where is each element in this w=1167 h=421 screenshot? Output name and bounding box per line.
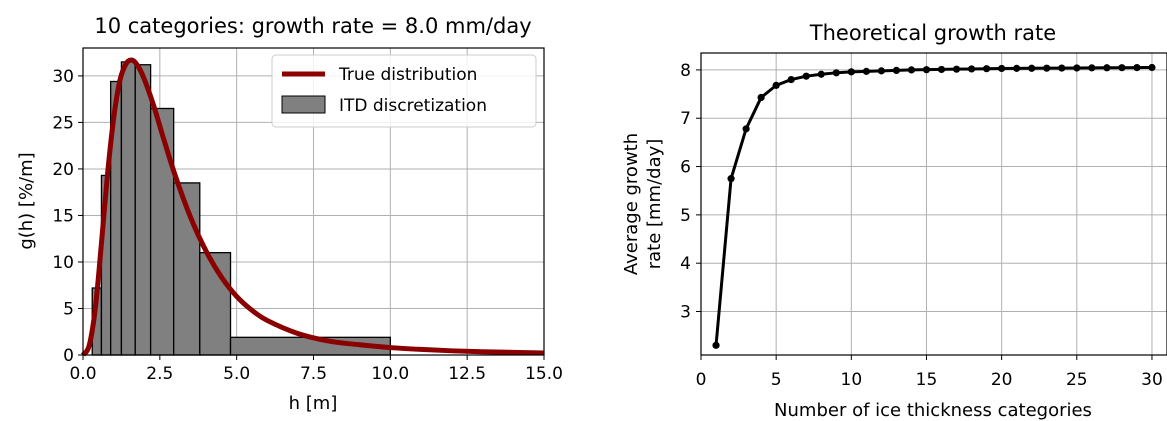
data-point — [983, 65, 991, 73]
data-point — [1088, 64, 1096, 72]
chart-title: 10 categories: growth rate = 8.0 mm/day — [94, 14, 531, 38]
y-tick-label: 6 — [680, 158, 691, 178]
x-tick-label: 20 — [991, 370, 1013, 390]
y-tick-label: 0 — [63, 346, 74, 366]
growth-rate-chart: Theoretical growth rate 0 5 10 15 20 25 30 3 4 5… — [621, 21, 1167, 421]
data-point — [847, 68, 855, 76]
x-tick-label: 2.5 — [146, 364, 173, 384]
x-axis-label: h [m] — [289, 393, 338, 414]
y-axis-label-line-2: rate [mm/day] — [644, 139, 665, 270]
x-tick-label: 10.0 — [371, 364, 409, 384]
x-tick-label: 5.0 — [223, 364, 250, 384]
data-point — [772, 81, 780, 89]
histogram-bar — [120, 61, 136, 356]
y-tick-label: 3 — [680, 303, 691, 323]
grid — [700, 53, 1167, 355]
y-tick-labels: 0 5 10 15 20 25 30 — [52, 67, 83, 366]
x-tick-label: 0 — [696, 370, 707, 390]
data-point — [952, 65, 961, 73]
true-distribution-line — [80, 57, 545, 357]
y-tick-label: 30 — [52, 67, 74, 87]
legend: True distribution ITD discretization — [271, 54, 537, 128]
growth-rate-markers — [712, 63, 1156, 349]
histogram-bar — [134, 64, 152, 356]
x-tick-label: 15.0 — [525, 364, 563, 384]
itd-distribution-chart: 10 categories: growth rate = 8.0 mm/day … — [16, 14, 563, 414]
data-point — [967, 65, 976, 73]
data-point — [892, 66, 901, 74]
x-tick-label: 5 — [771, 370, 782, 390]
data-point — [742, 125, 750, 133]
data-point — [1133, 63, 1141, 72]
data-point — [757, 93, 765, 102]
data-point — [832, 69, 840, 77]
x-tick-label: 25 — [1066, 370, 1088, 390]
legend-swatch-itd — [281, 95, 326, 114]
y-tick-label: 8 — [680, 61, 691, 81]
growth-rate-line — [714, 65, 1152, 346]
data-point — [998, 64, 1006, 73]
y-tick-label: 10 — [52, 253, 74, 273]
data-point — [712, 341, 720, 349]
data-point — [1103, 64, 1111, 72]
data-point — [1118, 64, 1126, 72]
data-point — [1043, 64, 1051, 72]
y-tick-label: 20 — [52, 160, 74, 180]
y-tick-label: 5 — [63, 299, 74, 319]
x-axis-label: Number of ice thickness categories — [774, 400, 1092, 421]
y-tick-label: 4 — [680, 254, 691, 274]
growth-rate-polyline — [714, 65, 1152, 346]
x-tick-label: 12.5 — [448, 364, 486, 384]
data-point — [787, 75, 795, 84]
data-point — [802, 72, 810, 80]
y-tick-label: 7 — [680, 109, 691, 129]
legend-label-true-distribution: True distribution — [338, 65, 477, 85]
legend-box — [271, 54, 537, 128]
data-point — [727, 175, 735, 183]
data-point — [1028, 64, 1036, 72]
data-point — [862, 67, 870, 75]
x-tick-labels: 0 5 10 15 20 25 30 — [696, 355, 1163, 390]
y-tick-label: 15 — [52, 206, 74, 226]
x-tick-label: 0.0 — [69, 364, 96, 384]
histogram-bar — [149, 107, 175, 356]
x-tick-label: 10 — [841, 370, 863, 390]
x-tick-label: 7.5 — [300, 364, 327, 384]
y-axis-label-line-1: Average growth — [621, 133, 642, 275]
x-tick-label: 15 — [916, 370, 938, 390]
y-tick-label: 25 — [52, 113, 74, 133]
data-point — [877, 67, 885, 75]
true-distribution-curve — [80, 57, 545, 357]
plot-frame — [700, 52, 1167, 356]
y-tick-labels: 3 4 5 6 7 8 — [680, 61, 701, 323]
x-tick-label: 30 — [1141, 370, 1163, 390]
data-point — [907, 66, 916, 74]
data-point — [817, 70, 825, 78]
data-point — [1148, 63, 1156, 72]
data-point — [937, 65, 946, 74]
legend-label-itd: ITD discretization — [339, 96, 487, 116]
data-point — [922, 66, 931, 74]
y-axis-label: g(h) [%/m] — [16, 152, 37, 249]
data-point — [1013, 64, 1021, 72]
data-point — [1058, 64, 1066, 72]
chart-title: Theoretical growth rate — [809, 21, 1056, 45]
y-tick-label: 5 — [680, 206, 691, 226]
data-point — [1073, 64, 1081, 72]
x-tick-labels: 0.0 2.5 5.0 7.5 10.0 12.5 15.0 — [69, 355, 563, 384]
